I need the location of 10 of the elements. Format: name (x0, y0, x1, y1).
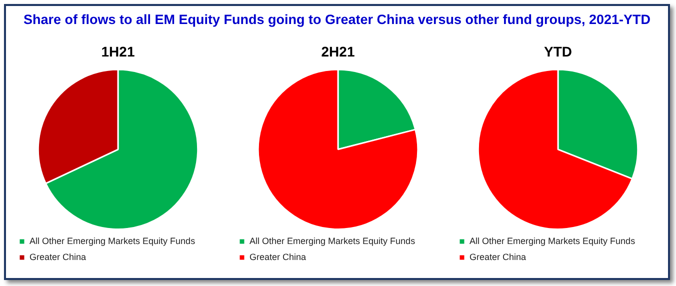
legend-label: Greater China (470, 252, 526, 262)
chart-title: 2H21 (321, 43, 355, 60)
legend-label: All Other Emerging Markets Equity Funds (250, 236, 416, 246)
legend-label: Greater China (30, 252, 86, 262)
chart-title: 1H21 (101, 43, 135, 60)
legend-label: All Other Emerging Markets Equity Funds (470, 236, 636, 246)
text: Share of flows to all EM Equity Funds going to Greater China versus other fund groups, 2021-YTD (22, 12, 652, 27)
chart-title: YTD (544, 43, 572, 60)
legend-label: All Other Emerging Markets Equity Funds (30, 236, 196, 246)
legend-label: Greater China (250, 252, 306, 262)
